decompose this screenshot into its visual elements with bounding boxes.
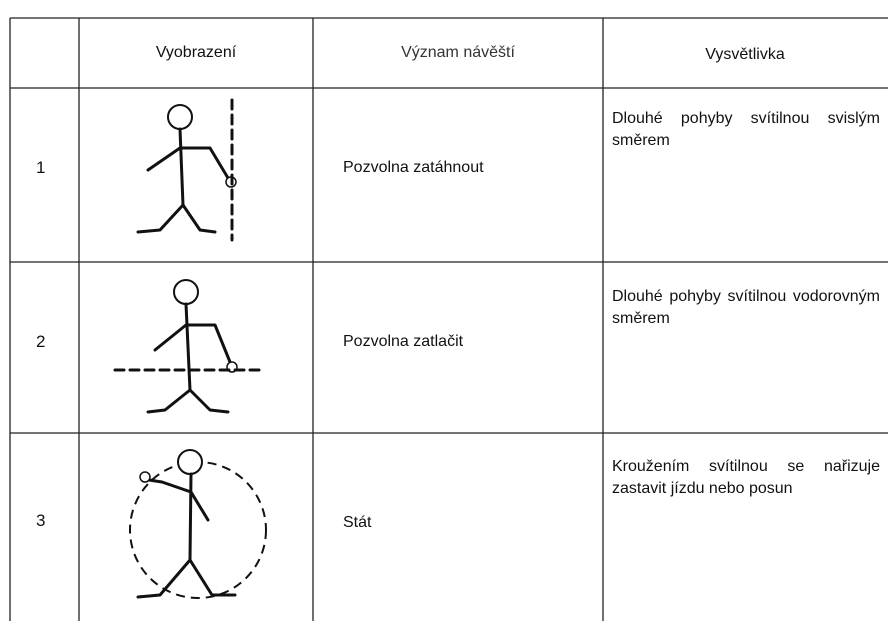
header-cell: Vysvětlivka (705, 46, 785, 63)
row-number: 3 (36, 511, 46, 530)
row-number: 1 (36, 158, 46, 177)
stick-figure (113, 279, 267, 414)
header-cell: Vyobrazení (155, 44, 237, 61)
explanation: Dlouhé pohyby svítilnou svislým směrem (612, 110, 880, 149)
stick-figure (136, 98, 237, 242)
signal-meaning: Stát (343, 514, 372, 531)
stick-figure (129, 449, 267, 599)
signal-meaning: Pozvolna zatáhnout (343, 159, 484, 176)
signal-meaning: Pozvolna zatlačit (343, 333, 464, 350)
explanation: Kroužením svítilnou se nařizuje zastavit… (612, 458, 880, 497)
header-cell: Význam návěští (401, 44, 515, 61)
row-number: 2 (36, 332, 46, 351)
explanation: Dlouhé pohyby svítilnou vodorovným směre… (612, 288, 880, 327)
